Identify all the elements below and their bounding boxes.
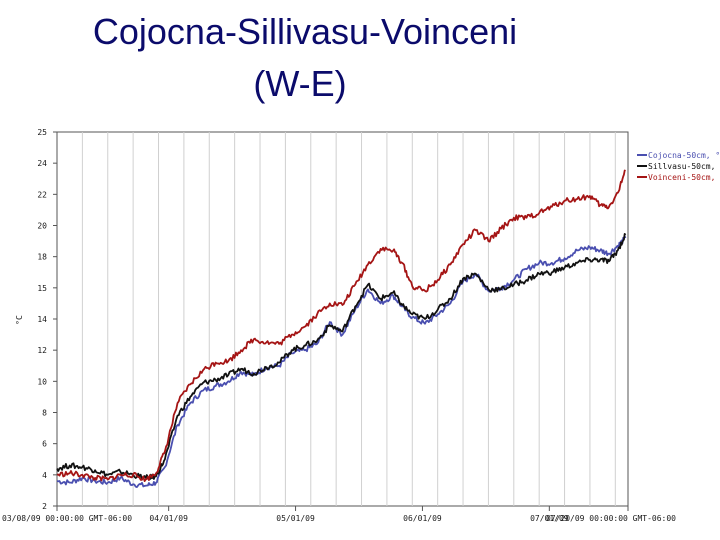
y-tick-label: 4 [42,471,47,480]
x-tick-label: 05/01/09 [276,514,315,523]
y-tick-label: 18 [37,253,47,262]
legend: Cojocna-50cm, °C Sillvasu-50cm, °C Voincen… [637,151,720,182]
x-tick-label: 06/01/09 [403,514,442,523]
x-axis-ticks: 03/08/09 00:00:00 GMT-06:00 04/01/09 05/01… [2,506,676,523]
y-tick-label: 2 [42,502,47,511]
y-tick-label: 20 [37,222,47,231]
x-tick-label: 03/08/09 00:00:00 GMT-06:00 [2,514,132,523]
y-tick-label: 15 [37,284,47,293]
y-tick-label: 8 [42,409,47,418]
y-tick-label: 6 [42,440,47,449]
grid-lines [81,132,616,506]
y-tick-label: 14 [37,315,47,324]
y-tick-label: 25 [37,128,47,137]
series-line [56,233,627,481]
legend-entry: Sillvasu-50cm, °C [648,162,720,171]
legend-entry: Cojocna-50cm, °C [648,151,720,160]
y-tick-label: 12 [37,346,47,355]
y-tick-label: 10 [37,377,47,386]
x-tick-label: 04/01/09 [149,514,188,523]
x-tick-label: 07/20/09 00:00:00 GMT-06:00 [546,514,676,523]
legend-entry: Voinceni-50cm, °C [648,173,720,182]
chart-title-line1: Cojocna-Sillivasu-Voinceni [92,11,518,52]
y-tick-label: 24 [37,159,47,168]
series-lines [56,169,627,488]
chart-title-line2: (W-E) [253,63,347,104]
series-line [56,169,626,482]
y-tick-label: 22 [37,190,47,199]
plot-area [56,131,629,507]
y-axis-label: °C [15,315,24,325]
x-tick-label: 07/01/09 [530,514,569,523]
